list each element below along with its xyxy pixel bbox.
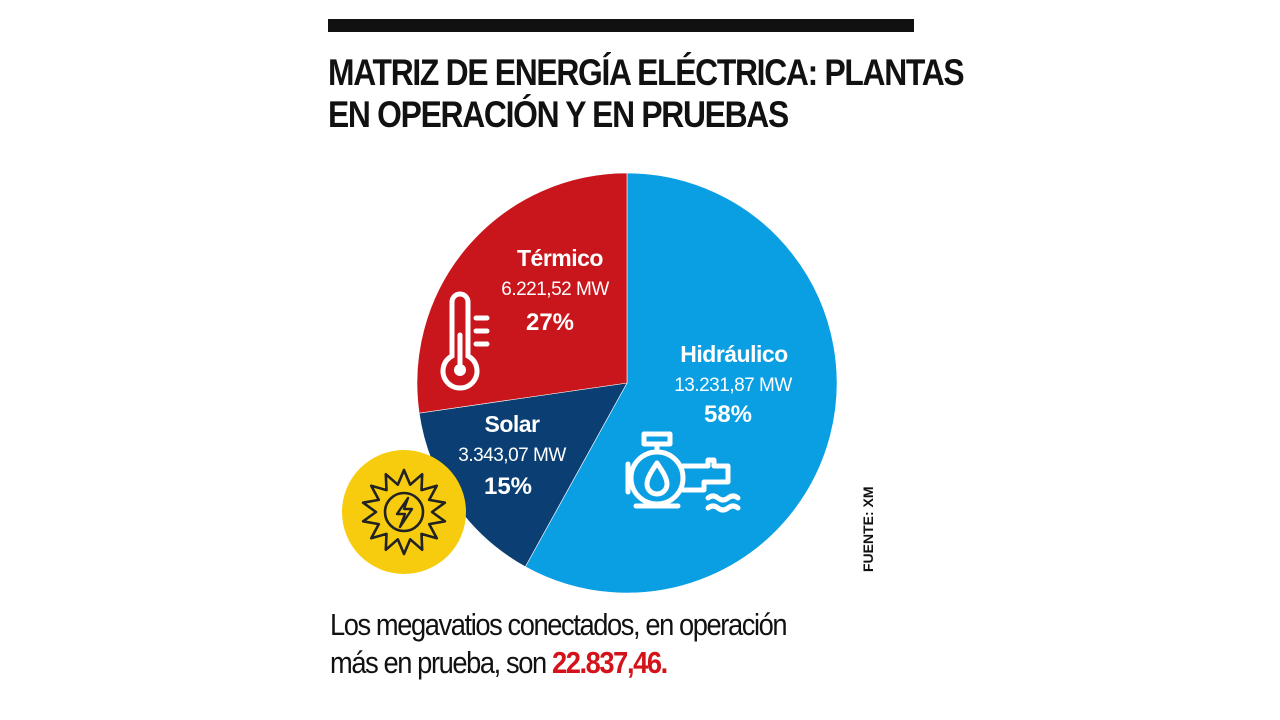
label-hidraulico-percent: 58% xyxy=(704,401,752,428)
footer-line-1: Los megavatios conectados, en operación xyxy=(330,607,788,642)
sun-energy-icon xyxy=(342,450,466,574)
top-rule xyxy=(328,19,914,32)
footer-line-2: más en prueba, son 22.837,46. xyxy=(330,644,876,682)
chart-title-line-2: EN OPERACIÓN Y EN PRUEBAS xyxy=(328,94,789,135)
source-credit: FUENTE: XM xyxy=(860,486,876,572)
label-hidraulico-value: 13.231,87 MW xyxy=(674,375,792,396)
label-termico-value: 6.221,52 MW xyxy=(501,279,609,300)
label-hidraulico-name: Hidráulico xyxy=(680,341,788,367)
label-termico-name: Térmico xyxy=(517,245,603,271)
footer-line-2-text: más en prueba, son xyxy=(330,645,552,680)
label-termico-percent: 27% xyxy=(526,309,574,336)
label-solar-value: 3.343,07 MW xyxy=(458,445,566,466)
total-megawatts: 22.837,46. xyxy=(551,645,668,680)
label-solar-percent: 15% xyxy=(484,473,532,500)
thermometer-icon xyxy=(440,291,490,391)
footer-note: Los megavatios conectados, en operación … xyxy=(330,606,876,682)
pie-slice-hidraulico xyxy=(524,172,838,594)
label-solar-name: Solar xyxy=(484,411,540,437)
water-pump-icon xyxy=(625,431,741,513)
slice-labels: Térmico 6.221,52 MW 27% Hidráulico 13.23… xyxy=(458,245,793,500)
